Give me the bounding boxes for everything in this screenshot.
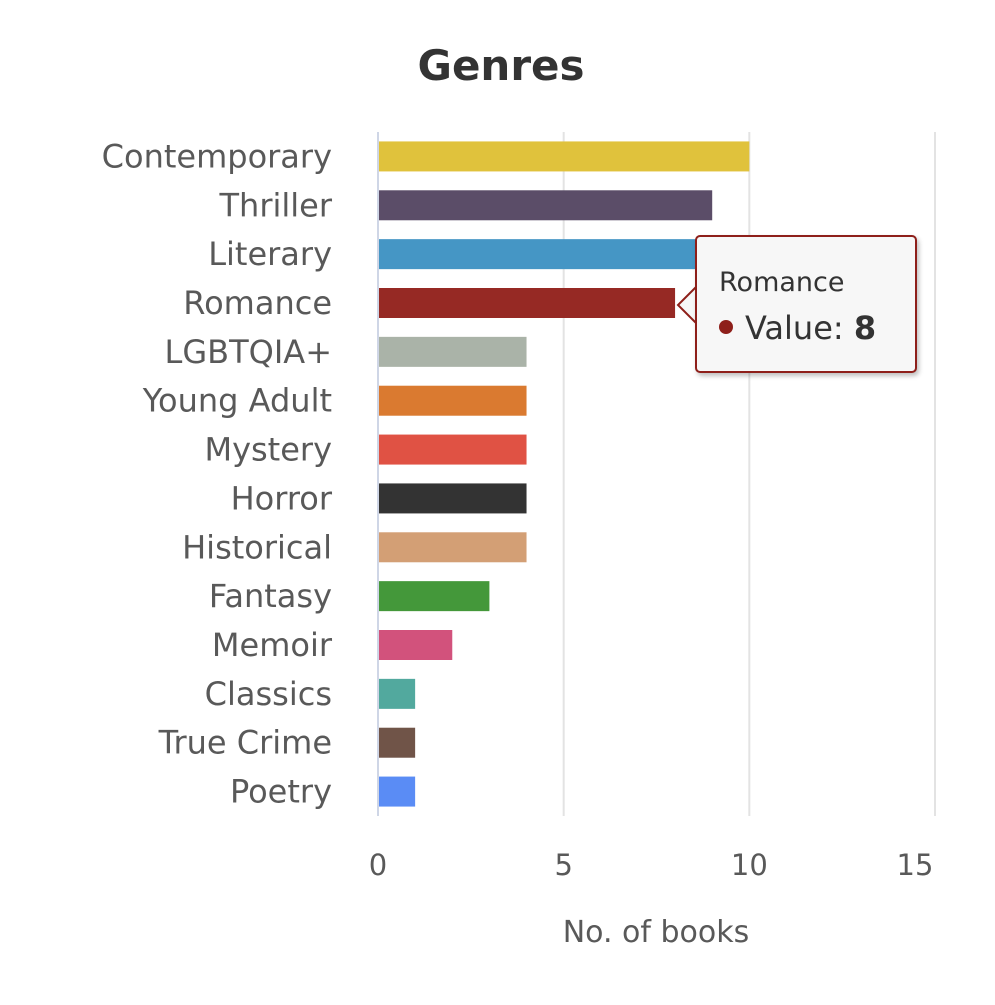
tooltip-value: 8	[853, 309, 877, 347]
x-tick-label: 5	[554, 848, 572, 882]
category-label: True Crime	[158, 724, 332, 762]
bar-young-adult[interactable]	[379, 385, 527, 416]
bar-horror[interactable]	[379, 483, 527, 514]
category-label: Poetry	[230, 773, 332, 811]
bar-literary[interactable]	[379, 239, 713, 270]
category-label: Thriller	[219, 186, 333, 224]
category-label: Young Adult	[142, 382, 332, 420]
bar-romance[interactable]	[379, 288, 676, 318]
bar-mystery[interactable]	[379, 434, 527, 465]
category-label: Memoir	[212, 626, 333, 664]
x-axis-title: No. of books	[563, 915, 750, 950]
bar-true-crime[interactable]	[379, 727, 416, 758]
x-tick-label: 10	[731, 848, 768, 882]
tooltip-category: Romance	[719, 267, 845, 298]
category-label: Romance	[183, 284, 332, 322]
bar-memoir[interactable]	[379, 630, 453, 660]
x-tick-labels: 0 5 10 15	[369, 848, 934, 882]
category-label: Historical	[182, 528, 332, 566]
x-tick-label: 15	[897, 848, 934, 882]
tooltip-value-label: Value:	[745, 309, 854, 347]
category-label: Mystery	[204, 431, 332, 469]
bars	[379, 141, 750, 807]
category-label: Contemporary	[102, 137, 332, 175]
bar-contemporary[interactable]	[379, 141, 750, 172]
bar-poetry[interactable]	[379, 776, 416, 807]
category-label: Horror	[231, 479, 333, 517]
category-label: Literary	[208, 235, 332, 273]
bar-lgbtqia-[interactable]	[379, 336, 527, 367]
chart-title: Genres	[417, 41, 584, 90]
x-tick-label: 0	[369, 848, 387, 882]
tooltip-value-row: Value: 8	[719, 309, 876, 347]
category-label: Fantasy	[209, 577, 332, 615]
category-label: Classics	[205, 675, 332, 713]
category-labels: Contemporary Thriller Literary Romance LGBTQ…	[102, 137, 333, 810]
category-label: LGBTQIA+	[165, 333, 332, 371]
bar-tooltip: Romance Value: 8	[695, 235, 917, 373]
bar-fantasy[interactable]	[379, 581, 490, 612]
bar-historical[interactable]	[379, 532, 527, 563]
tooltip-series-dot-icon	[719, 320, 733, 334]
bar-thriller[interactable]	[379, 190, 713, 221]
bar-classics[interactable]	[379, 678, 416, 709]
